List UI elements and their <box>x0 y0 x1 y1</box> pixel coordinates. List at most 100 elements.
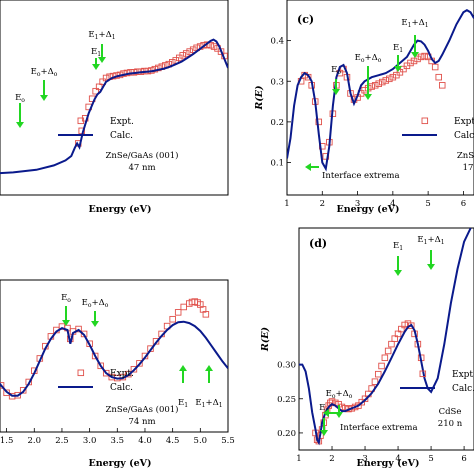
anno-part: +Δ <box>40 67 53 77</box>
y-tick-label: 0.30 <box>277 361 296 371</box>
x-tick-label: 2 <box>320 199 325 209</box>
data-point <box>351 403 359 411</box>
anno-sub: o <box>361 57 365 64</box>
axes-frame <box>0 279 229 433</box>
anno-sub: 1 <box>97 51 101 58</box>
data-point <box>401 321 408 329</box>
x-axis-label: Energy (eV) <box>336 204 399 215</box>
y-axis-label: R(E) <box>260 327 271 352</box>
data-point <box>361 395 369 403</box>
sample-label: 74 nm <box>128 417 155 427</box>
series-line <box>0 38 228 175</box>
x-tick-label: 4 <box>395 454 400 464</box>
x-axis-label: Energy (eV) <box>88 204 151 215</box>
data-point <box>169 315 176 323</box>
annotation-arrowhead <box>323 409 329 417</box>
annotation-label: Interface extrema <box>340 423 418 433</box>
y-tick-label: 0.3 <box>270 77 284 87</box>
legend-label-calc: Calc. <box>454 131 474 141</box>
anno-part: E <box>401 18 407 28</box>
data-point <box>207 42 214 49</box>
anno-sub: o <box>337 69 341 76</box>
anno-part: +Δ <box>335 389 348 399</box>
data-point <box>396 69 404 76</box>
data-point <box>75 325 82 333</box>
legend-label-expt: Expt. <box>452 370 474 380</box>
annotation-label: Eo+Δo <box>326 389 353 400</box>
x-tick-label: 1.5 <box>0 436 13 446</box>
annotation-label: Eo <box>331 65 341 76</box>
data-point <box>19 387 27 394</box>
axes-frame <box>0 0 229 196</box>
annotation-arrowhead <box>179 365 187 371</box>
data-point <box>421 52 428 60</box>
annotation-arrowhead <box>98 57 106 63</box>
x-tick-label: 1 <box>296 454 301 464</box>
sample-label: ZnSe/GaAs (001) <box>105 150 178 161</box>
x-tick-label: 5 <box>425 199 430 209</box>
annotation-label: E1+Δ1 <box>417 235 444 246</box>
anno-sub: 1 <box>184 402 188 409</box>
data-point <box>186 48 193 55</box>
plot-area <box>0 298 228 400</box>
anno-sub: o <box>349 393 353 400</box>
annotation-label: Interface extrema <box>322 171 400 181</box>
data-point <box>97 362 104 370</box>
annotation-label: Eo <box>15 93 25 104</box>
sample-label: CdSe <box>439 407 462 417</box>
data-point <box>391 335 399 342</box>
legend-label-calc: Calc. <box>110 383 133 393</box>
annotation-arrowhead <box>394 66 402 72</box>
anno-sub: 1 <box>95 34 99 41</box>
anno-sub: 1 <box>441 239 445 246</box>
anno-sub: o <box>378 57 382 64</box>
annotation-arrowhead <box>427 264 435 270</box>
annotation-arrowhead <box>320 430 328 436</box>
data-point <box>410 57 418 65</box>
anno-part: +Δ <box>411 18 424 28</box>
x-tick-label: 5 <box>428 454 433 464</box>
legend-marker-expt <box>77 369 85 377</box>
data-point <box>174 309 182 316</box>
data-point <box>371 378 379 385</box>
anno-part: E <box>15 93 21 103</box>
x-tick-label: 5.5 <box>221 436 235 446</box>
x-tick-label: 6 <box>461 454 466 464</box>
anno-part: E <box>319 403 325 413</box>
annotation-arrowhead <box>40 95 48 101</box>
x-tick-label: 4.5 <box>166 436 180 446</box>
axes-frame <box>298 227 474 451</box>
chart-panel-b: Energy (eV)EoEo+ΔoE1+Δ1E1Expt.Calc.ZnSe/… <box>0 0 229 215</box>
data-point <box>394 330 402 338</box>
sample-label: ZnSe/GaAs (001) <box>105 404 178 415</box>
data-point <box>414 55 421 63</box>
anno-part: E <box>61 293 67 303</box>
data-point <box>374 370 382 378</box>
anno-sub: o <box>88 302 92 309</box>
data-point <box>382 77 390 84</box>
data-point <box>125 370 132 378</box>
data-point <box>355 402 362 409</box>
data-point <box>435 73 442 81</box>
annotation-arrowhead <box>364 94 372 100</box>
data-point <box>378 362 385 370</box>
anno-part: +Δ <box>91 298 104 308</box>
data-point <box>102 369 110 377</box>
annotation-arrowhead <box>411 52 419 58</box>
anno-sub: 1 <box>399 47 403 54</box>
plot-area <box>0 38 228 175</box>
annotation-label: E1 <box>393 43 403 54</box>
sample-label: ZnSe <box>457 151 474 161</box>
data-point <box>358 398 365 406</box>
anno-part: +Δ <box>364 53 377 63</box>
data-point <box>189 46 197 53</box>
x-axis-label: Energy (eV) <box>88 458 151 469</box>
anno-part: E <box>393 43 399 53</box>
panel-label: (d) <box>309 237 327 250</box>
x-tick-label: 3 <box>362 454 367 464</box>
data-point <box>136 360 143 367</box>
annotation-arrowhead <box>92 64 100 70</box>
anno-part: E <box>393 241 399 251</box>
data-point <box>407 59 414 67</box>
